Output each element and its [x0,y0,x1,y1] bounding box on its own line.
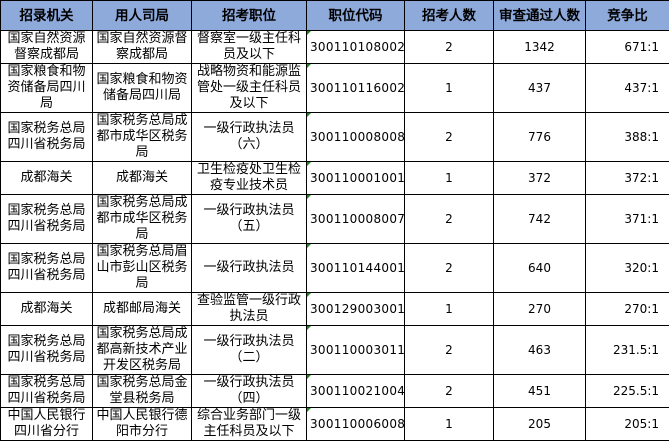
header-dept: 用人司局 [93,1,192,31]
cell-code: 300110008008 [307,113,405,162]
cell-ratio: 371:1 [586,195,669,244]
table-row: 国家税务总局四川省税务局国家税务总局金堂县税务局一级行政执法员（四）300110… [1,375,669,408]
cell-hires: 2 [405,31,494,64]
cell-passed: 437 [494,64,586,113]
header-code: 职位代码 [307,1,405,31]
cell-code: 300110021004 [307,375,405,408]
table-row: 国家税务总局四川省税务局国家税务总局成都市成华区税务局一级行政执法员（六）300… [1,113,669,162]
cell-dept: 中国人民银行德阳市分行 [93,408,192,441]
cell-hires: 2 [405,113,494,162]
cell-ratio: 205:1 [586,408,669,441]
cell-position: 一级行政执法员（二） [192,326,307,375]
cell-code: 300110006008 [307,408,405,441]
table-row: 国家粮食和物资储备局四川局国家粮食和物资储备局四川局战略物资和能源监管处一级主任… [1,64,669,113]
header-position: 招考职位 [192,1,307,31]
cell-dept: 国家税务总局眉山市彭山区税务局 [93,244,192,293]
cell-hires: 1 [405,408,494,441]
cell-code: 300110144001 [307,244,405,293]
cell-dept: 成都邮局海关 [93,293,192,326]
cell-dept: 成都海关 [93,162,192,195]
cell-agency: 国家税务总局四川省税务局 [1,244,93,293]
cell-position: 一级行政执法员 [192,244,307,293]
cell-agency: 国家粮食和物资储备局四川局 [1,64,93,113]
cell-ratio: 320:1 [586,244,669,293]
cell-agency: 成都海关 [1,293,93,326]
cell-agency: 国家税务总局四川省税务局 [1,195,93,244]
cell-hires: 2 [405,326,494,375]
header-agency: 招录机关 [1,1,93,31]
cell-hires: 2 [405,375,494,408]
cell-ratio: 671:1 [586,31,669,64]
cell-position: 战略物资和能源监管处一级主任科员及以下 [192,64,307,113]
cell-dept: 国家税务总局成都高新技术产业开发区税务局 [93,326,192,375]
table-row: 国家税务总局四川省税务局国家税务总局成都高新技术产业开发区税务局一级行政执法员（… [1,326,669,375]
cell-ratio: 270:1 [586,293,669,326]
header-passed: 审查通过人数 [494,1,586,31]
cell-code: 300110116002 [307,64,405,113]
cell-ratio: 231.5:1 [586,326,669,375]
cell-agency: 国家自然资源督察成都局 [1,31,93,64]
cell-dept: 国家自然资源督察成都局 [93,31,192,64]
cell-passed: 372 [494,162,586,195]
cell-dept: 国家税务总局成都市成华区税务局 [93,113,192,162]
cell-position: 卫生检疫处卫生检疫专业技术员 [192,162,307,195]
cell-position: 一级行政执法员（四） [192,375,307,408]
cell-hires: 1 [405,64,494,113]
cell-position: 一级行政执法员（五） [192,195,307,244]
cell-position: 综合业务部门一级主任科员及以下 [192,408,307,441]
cell-ratio: 372:1 [586,162,669,195]
cell-dept: 国家税务总局金堂县税务局 [93,375,192,408]
cell-passed: 1342 [494,31,586,64]
cell-passed: 742 [494,195,586,244]
header-row: 招录机关 用人司局 招考职位 职位代码 招考人数 审查通过人数 竞争比 [1,1,669,31]
cell-code: 300110008007 [307,195,405,244]
header-ratio: 竞争比 [586,1,669,31]
cell-passed: 451 [494,375,586,408]
cell-passed: 205 [494,408,586,441]
cell-position: 督察室一级主任科员及以下 [192,31,307,64]
cell-dept: 国家粮食和物资储备局四川局 [93,64,192,113]
cell-agency: 国家税务总局四川省税务局 [1,113,93,162]
cell-agency: 中国人民银行四川省分行 [1,408,93,441]
cell-code: 300110108002 [307,31,405,64]
cell-passed: 640 [494,244,586,293]
cell-code: 300110001001 [307,162,405,195]
cell-position: 一级行政执法员（六） [192,113,307,162]
cell-ratio: 437:1 [586,64,669,113]
cell-hires: 2 [405,195,494,244]
cell-code: 300110003011 [307,326,405,375]
cell-passed: 270 [494,293,586,326]
table-row: 国家税务总局四川省税务局国家税务总局成都市成华区税务局一级行政执法员（五）300… [1,195,669,244]
cell-agency: 国家税务总局四川省税务局 [1,326,93,375]
cell-code: 300129003001 [307,293,405,326]
header-hires: 招考人数 [405,1,494,31]
cell-dept: 国家税务总局成都市成华区税务局 [93,195,192,244]
cell-ratio: 388:1 [586,113,669,162]
cell-hires: 2 [405,244,494,293]
cell-position: 查验监管一级行政执法员 [192,293,307,326]
cell-ratio: 225.5:1 [586,375,669,408]
cell-agency: 国家税务总局四川省税务局 [1,375,93,408]
cell-hires: 1 [405,162,494,195]
cell-hires: 1 [405,293,494,326]
cell-agency: 成都海关 [1,162,93,195]
cell-passed: 776 [494,113,586,162]
cell-passed: 463 [494,326,586,375]
